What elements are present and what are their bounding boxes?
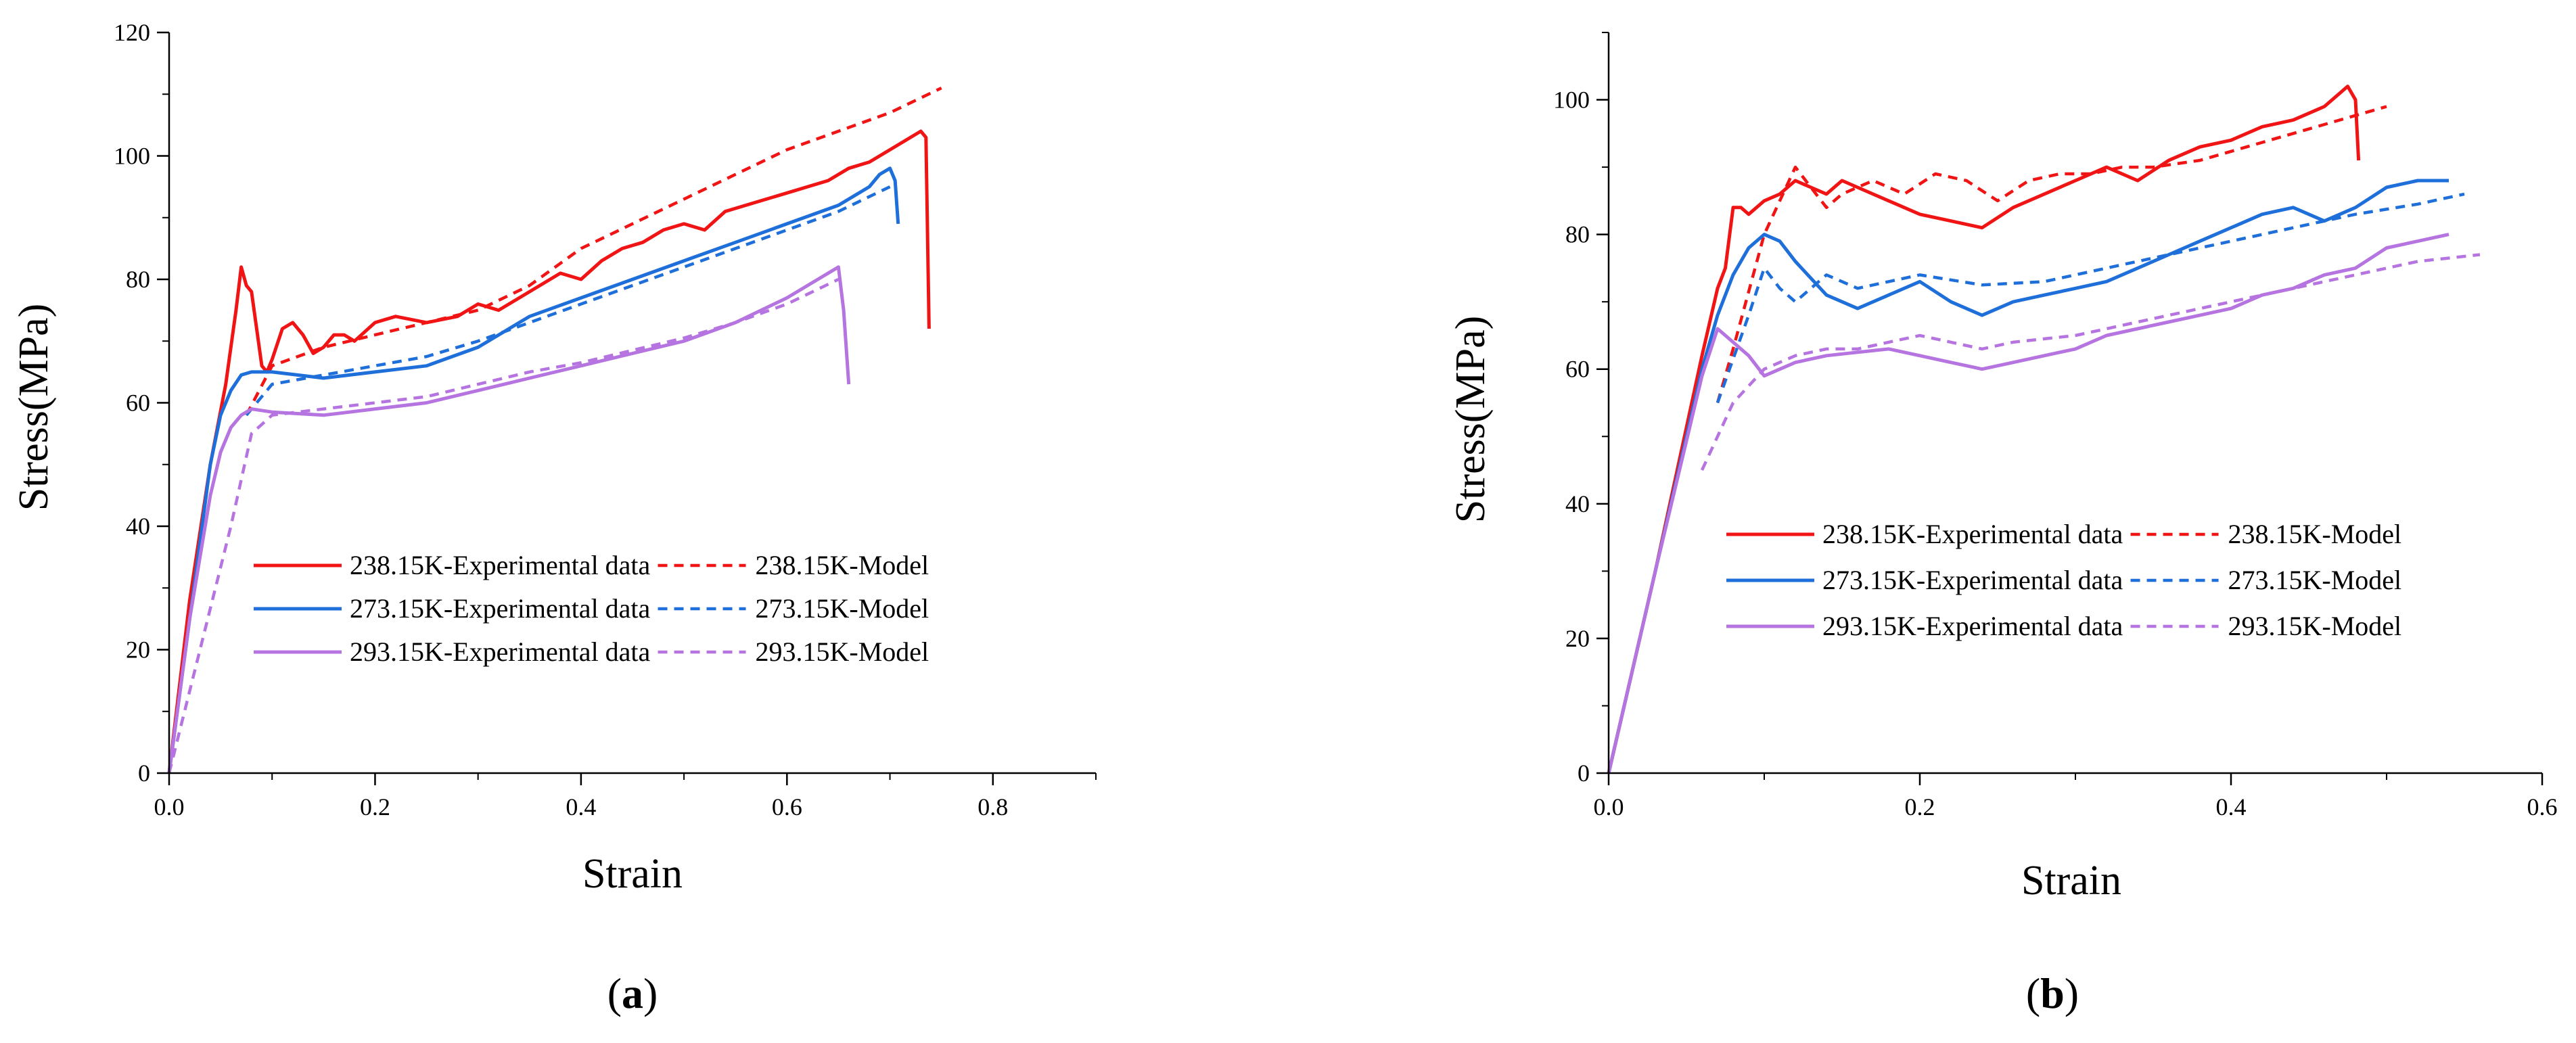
y-tick-label: 40	[126, 513, 150, 540]
legend-label-238-model: 238.15K-Model	[2228, 519, 2402, 549]
y-tick-label: 80	[126, 266, 150, 293]
y-tick-label: 20	[126, 636, 150, 664]
panel-b-label: b	[2040, 969, 2065, 1017]
series-line-238-experimental	[1607, 85, 2361, 774]
series-line-238-experimental	[167, 129, 931, 774]
panel-a: 0.0 0.2 0.4 0.6 0.8 0 20 40 60 80 100 120 Strain St…	[11, 19, 1097, 1017]
legend-label-273-model: 273.15K-Model	[756, 593, 929, 624]
x-tick-label: 0.6	[772, 793, 802, 820]
legend-label-293-model: 293.15K-Model	[756, 636, 929, 667]
panel-b-legend: 238.15K-Experimental data 238.15K-Model 27…	[1726, 519, 2401, 641]
x-tick-label: 0.6	[2527, 793, 2558, 820]
x-tick-label: 0.4	[566, 793, 596, 820]
y-tick-label: 20	[1565, 625, 1590, 652]
panel-a-y-axis-title: Stress(MPa)	[11, 304, 57, 511]
series-line-293-experimental	[167, 265, 851, 774]
panel-a-axes	[157, 31, 1097, 785]
x-tick-label: 0.2	[360, 793, 390, 820]
panel-a-plot-area	[167, 87, 942, 774]
legend-label-293-model: 293.15K-Model	[2228, 611, 2402, 641]
legend-label-273-experimental: 273.15K-Experimental data	[1822, 565, 2123, 595]
series-line-293-model	[167, 277, 840, 774]
legend-label-293-experimental: 293.15K-Experimental data	[350, 636, 651, 667]
panel-b-axes	[1596, 32, 2544, 785]
y-tick-label: 0	[1578, 760, 1590, 787]
x-tick-label: 0.8	[978, 793, 1008, 820]
series-line-293-experimental	[1607, 233, 2450, 774]
x-tick-label: 0.0	[1594, 793, 1624, 820]
y-tick-label: 100	[114, 143, 150, 170]
y-tick-label: 0	[138, 760, 150, 787]
x-tick-label: 0.0	[154, 793, 185, 820]
panel-a-x-axis-title: Strain	[582, 851, 683, 897]
series-line-273-experimental	[167, 166, 900, 774]
y-tick-label: 120	[114, 19, 150, 46]
legend-label-293-experimental: 293.15K-Experimental data	[1822, 611, 2123, 641]
x-tick-label: 0.4	[2216, 793, 2247, 820]
panel-a-tick-labels: 0.0 0.2 0.4 0.6 0.8 0 20 40 60 80 100 120	[114, 19, 1008, 820]
panel-b-y-axis-title: Stress(MPa)	[1448, 316, 1494, 524]
y-tick-label: 80	[1565, 221, 1590, 248]
series-line-293-model	[1700, 253, 2481, 471]
legend-label-273-model: 273.15K-Model	[2228, 565, 2402, 595]
legend-label-238-experimental: 238.15K-Experimental data	[350, 550, 651, 580]
series-line-238-model	[245, 87, 942, 416]
panel-a-legend: 238.15K-Experimental data 238.15K-Model 27…	[254, 550, 929, 667]
panel-a-caption: (a)	[607, 969, 658, 1017]
legend-label-273-experimental: 273.15K-Experimental data	[350, 593, 651, 624]
panel-b-x-axis-title: Strain	[2021, 858, 2121, 904]
series-line-273-experimental	[1607, 179, 2449, 774]
y-tick-label: 60	[126, 390, 150, 417]
panel-b-plot-area	[1607, 85, 2481, 774]
y-tick-label: 40	[1565, 490, 1590, 517]
legend-label-238-model: 238.15K-Model	[756, 550, 929, 580]
panel-b-caption: (b)	[2026, 969, 2079, 1017]
legend-label-238-experimental: 238.15K-Experimental data	[1822, 519, 2123, 549]
y-tick-label: 60	[1565, 356, 1590, 383]
x-tick-label: 0.2	[1905, 793, 1935, 820]
panel-a-label: a	[622, 969, 643, 1017]
panel-b-tick-labels: 0.0 0.2 0.4 0.6 0 20 40 60 80 100	[1553, 87, 2558, 820]
panel-b: 0.0 0.2 0.4 0.6 0 20 40 60 80 100 Strain Stress(M…	[1448, 32, 2558, 1017]
series-line-273-model	[1716, 192, 2465, 404]
series-line-238-model	[1716, 105, 2387, 404]
series-line-273-model	[245, 185, 891, 417]
y-tick-label: 100	[1553, 87, 1590, 114]
